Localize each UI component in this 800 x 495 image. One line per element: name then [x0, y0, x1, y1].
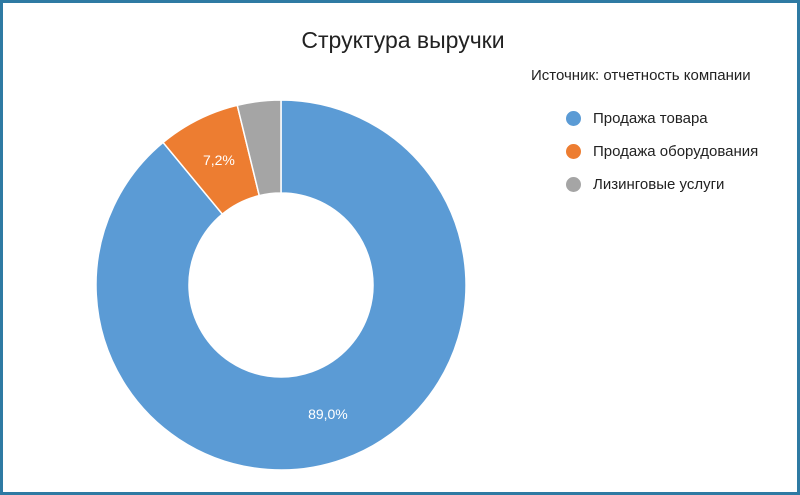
- data-label-product-sales: 89,0%: [308, 406, 348, 422]
- slice-leasing-services: [236, 99, 282, 197]
- legend-label-equipment-sales: Продажа оборудования: [593, 143, 759, 160]
- data-label-equipment-sales: 7,2%: [203, 152, 235, 168]
- donut-data-labels: 89,0% 7,2%: [203, 152, 348, 422]
- legend-item-equipment-sales: Продажа оборудования: [566, 135, 758, 168]
- slice-product-sales: [95, 99, 467, 471]
- legend-swatch-equipment-sales: [566, 144, 581, 159]
- donut-slices: [95, 99, 467, 471]
- legend-swatch-product-sales: [566, 111, 581, 126]
- legend-item-leasing-services: Лизинговые услуги: [566, 168, 758, 201]
- legend-label-leasing-services: Лизинговые услуги: [593, 176, 725, 193]
- legend-item-product-sales: Продажа товара: [566, 102, 758, 135]
- legend: Продажа товара Продажа оборудования Лизи…: [566, 102, 758, 201]
- legend-swatch-leasing-services: [566, 177, 581, 192]
- chart-subtitle: Источник: отчетность компании: [531, 67, 751, 84]
- legend-label-product-sales: Продажа товара: [593, 110, 708, 127]
- chart-title: Структура выручки: [301, 27, 505, 53]
